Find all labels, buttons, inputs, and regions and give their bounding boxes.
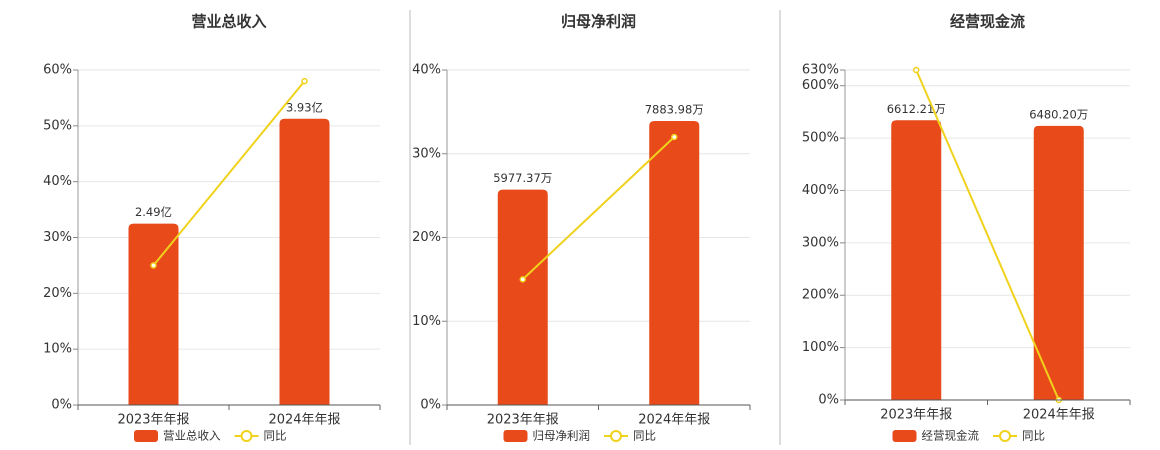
y-tick-label: 0% [818,393,839,408]
line-point [301,77,308,85]
y-tick-label: 20% [43,286,72,301]
legend-label: 营业总收入 [163,429,221,443]
y-tick-label: 400% [802,183,839,198]
data-label: 5977.37万 [493,171,552,185]
legend-swatch [503,430,528,442]
data-label: 2.49亿 [135,205,172,219]
bar [128,223,179,405]
chart-title: 营业总收入 [191,13,266,31]
x-tick-label: 2023年年报 [117,413,189,428]
bar [649,121,700,405]
y-tick-label: 20% [412,230,441,245]
bar [1033,125,1084,400]
y-tick-label: 600% [802,78,839,93]
legend-label: 同比 [633,429,656,443]
line-point [671,133,678,141]
x-tick-label: 2024年年报 [638,413,710,428]
legend-swatch [892,430,917,442]
legend-label: 经营现金流 [922,429,980,443]
y-tick-label: 30% [412,146,441,161]
legend-label: 归母净利润 [533,429,591,443]
bar [891,120,942,400]
line-point [519,276,526,283]
line-point [913,66,920,74]
legend-swatch [999,430,1011,442]
line-point [150,262,157,269]
y-tick-label: 10% [412,314,441,329]
y-tick-label: 500% [802,131,839,146]
x-tick-label: 2023年年报 [880,408,952,423]
legend-swatch [610,430,622,442]
x-tick-label: 2024年年报 [1023,408,1095,423]
y-tick-label: 50% [43,118,72,133]
legend-swatch [240,430,253,442]
y-tick-label: 630% [802,63,839,78]
y-tick-label: 10% [43,342,72,357]
y-tick-label: 300% [802,235,839,250]
y-tick-label: 0% [420,398,441,413]
data-label: 3.93亿 [286,100,323,114]
line [152,80,306,267]
x-tick-label: 2024年年报 [268,413,340,428]
legend-swatch [134,430,158,442]
y-tick-label: 200% [802,288,839,303]
y-tick-label: 40% [412,63,441,78]
x-tick-label: 2023年年报 [487,413,559,428]
chart-title: 归母净利润 [561,13,636,31]
bar [497,189,548,405]
y-tick-label: 30% [43,230,72,245]
y-tick-label: 0% [51,398,72,413]
data-label: 6612.21万 [887,102,946,116]
legend-label: 同比 [1022,429,1045,443]
chart-title: 经营现金流 [950,13,1025,31]
bar [279,118,330,405]
data-label: 6480.20万 [1029,107,1088,121]
data-label: 7883.98万 [645,103,704,117]
y-tick-label: 100% [802,340,839,355]
line [522,136,675,281]
y-tick-label: 40% [43,174,72,189]
line [915,69,1060,401]
legend-label: 同比 [264,429,287,443]
y-tick-label: 60% [43,63,72,78]
